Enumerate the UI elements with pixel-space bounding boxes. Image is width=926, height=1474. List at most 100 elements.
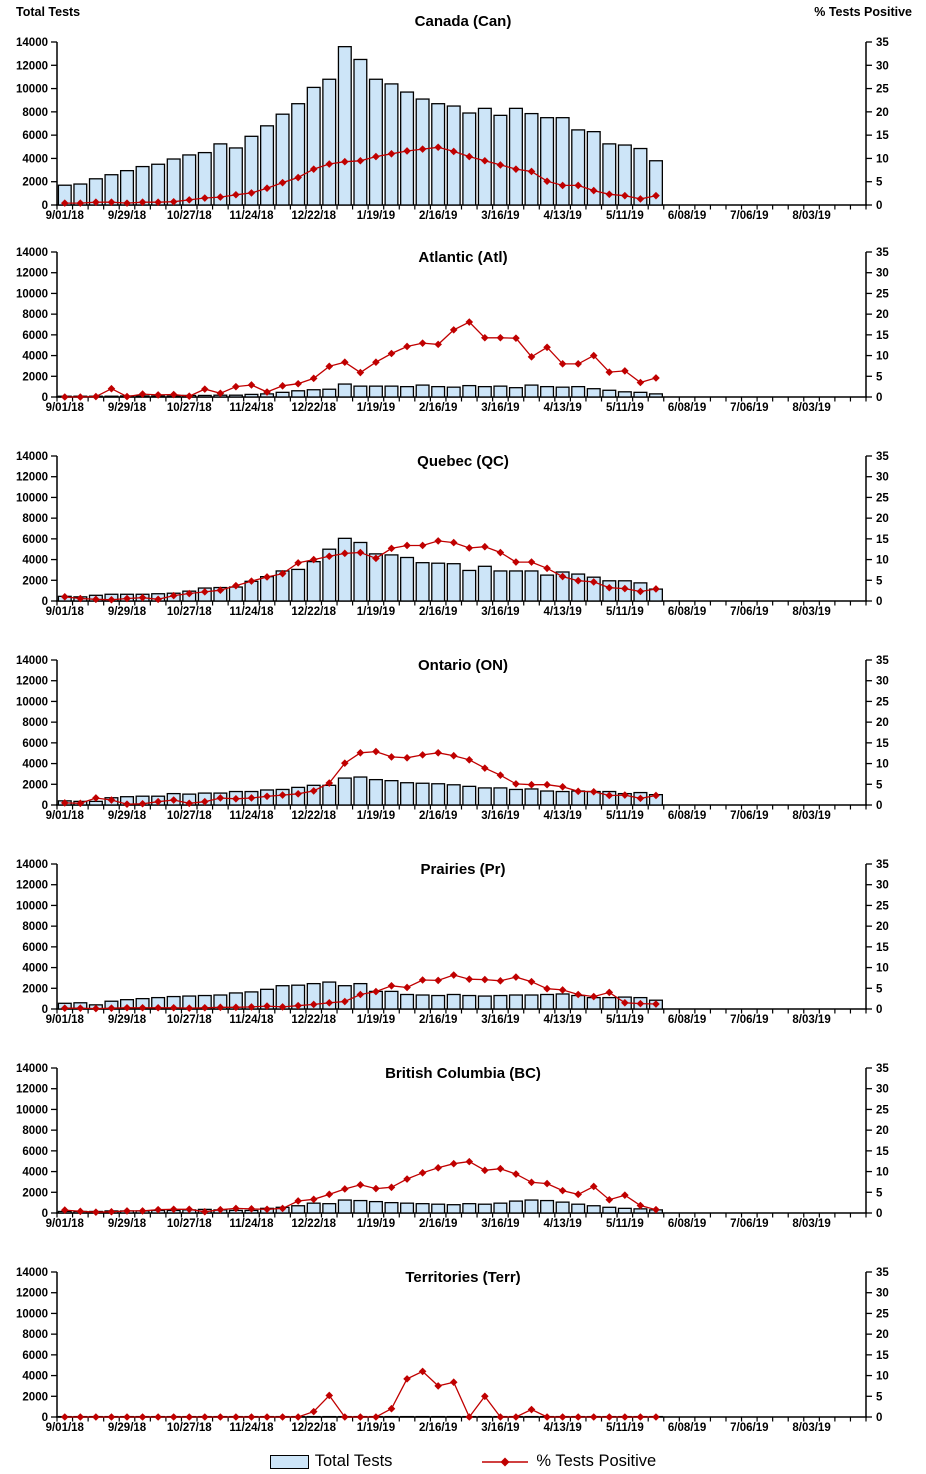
svg-text:25: 25 [876, 1104, 889, 1116]
svg-text:7/06/19: 7/06/19 [730, 1014, 768, 1026]
chart-canvas-territories: 0 2000 4000 6000 8000 10000 12000 14000 0 5 10 15 20… [16, 1267, 889, 1434]
svg-text:0: 0 [42, 596, 48, 608]
chart-title-ontario: Ontario (ON) [418, 657, 508, 674]
svg-text:0: 0 [42, 1004, 48, 1016]
svg-text:9/01/18: 9/01/18 [46, 606, 85, 618]
svg-text:10: 10 [876, 1371, 889, 1383]
svg-text:4000: 4000 [22, 555, 48, 567]
svg-text:0: 0 [876, 200, 882, 212]
svg-text:6/08/19: 6/08/19 [668, 210, 706, 222]
svg-text:4/13/19: 4/13/19 [543, 1014, 581, 1026]
svg-text:10: 10 [876, 963, 889, 975]
svg-text:30: 30 [876, 268, 889, 280]
svg-text:30: 30 [876, 1288, 889, 1300]
svg-text:6/08/19: 6/08/19 [668, 606, 706, 618]
chart-title-territories: Territories (Terr) [405, 1269, 521, 1286]
svg-text:11/24/18: 11/24/18 [229, 1218, 274, 1230]
svg-text:4/13/19: 4/13/19 [543, 1422, 581, 1434]
svg-text:6000: 6000 [22, 1146, 48, 1158]
svg-text:2000: 2000 [22, 779, 48, 791]
svg-text:2/16/19: 2/16/19 [419, 1218, 457, 1230]
svg-text:11/24/18: 11/24/18 [229, 1422, 274, 1434]
svg-text:4/13/19: 4/13/19 [543, 402, 581, 414]
svg-text:25: 25 [876, 84, 889, 96]
svg-text:12/22/18: 12/22/18 [291, 402, 336, 414]
svg-text:4000: 4000 [22, 1167, 48, 1179]
svg-text:2000: 2000 [22, 983, 48, 995]
svg-text:12/22/18: 12/22/18 [291, 1218, 336, 1230]
svg-text:25: 25 [876, 900, 889, 912]
svg-text:14000: 14000 [16, 1267, 48, 1279]
svg-text:1/19/19: 1/19/19 [357, 1014, 395, 1026]
svg-text:0: 0 [42, 392, 48, 404]
svg-text:10000: 10000 [16, 1308, 48, 1320]
svg-text:2000: 2000 [22, 1391, 48, 1403]
svg-text:3/16/19: 3/16/19 [481, 402, 519, 414]
svg-text:35: 35 [876, 451, 889, 463]
svg-text:14000: 14000 [16, 859, 48, 871]
svg-text:25: 25 [876, 492, 889, 504]
svg-text:1/19/19: 1/19/19 [357, 1218, 395, 1230]
chart-title-quebec: Quebec (QC) [417, 453, 509, 470]
svg-text:11/24/18: 11/24/18 [229, 402, 274, 414]
svg-text:2/16/19: 2/16/19 [419, 606, 457, 618]
svg-text:6/08/19: 6/08/19 [668, 1422, 706, 1434]
svg-text:30: 30 [876, 880, 889, 892]
svg-text:6/08/19: 6/08/19 [668, 810, 706, 822]
svg-text:8/03/19: 8/03/19 [792, 810, 830, 822]
svg-text:2/16/19: 2/16/19 [419, 1014, 457, 1026]
legend-bar-label: Total Tests [314, 1452, 393, 1470]
svg-text:6000: 6000 [22, 130, 48, 142]
svg-text:10/27/18: 10/27/18 [167, 210, 212, 222]
svg-text:10: 10 [876, 759, 889, 771]
svg-text:10: 10 [876, 1167, 889, 1179]
chart-canvas-canada: 0 2000 4000 6000 8000 10000 12000 14000 0 5 10 15 20… [16, 37, 889, 222]
svg-text:15: 15 [876, 738, 889, 750]
svg-text:9/29/18: 9/29/18 [108, 210, 147, 222]
svg-text:8/03/19: 8/03/19 [792, 1422, 830, 1434]
svg-text:9/01/18: 9/01/18 [46, 1422, 85, 1434]
legend-line-sample-icon [482, 1457, 529, 1466]
legend: Total Tests % Tests Positive [0, 1449, 926, 1474]
svg-text:20: 20 [876, 1329, 889, 1341]
svg-text:12/22/18: 12/22/18 [291, 210, 336, 222]
chart-atlantic: Atlantic (Atl) 0 2000 4000 6000 8000 10000 120… [0, 225, 926, 429]
svg-text:8000: 8000 [22, 1329, 48, 1341]
legend-line-label: % Tests Positive [536, 1452, 657, 1470]
svg-text:8000: 8000 [22, 107, 48, 119]
svg-text:6/08/19: 6/08/19 [668, 402, 706, 414]
svg-text:0: 0 [876, 1004, 882, 1016]
svg-text:10/27/18: 10/27/18 [167, 1014, 212, 1026]
svg-text:0: 0 [42, 1412, 48, 1424]
svg-text:9/29/18: 9/29/18 [108, 402, 147, 414]
svg-text:25: 25 [876, 288, 889, 300]
svg-text:2000: 2000 [22, 575, 48, 587]
legend-item-pct-positive: % Tests Positive [480, 1452, 656, 1471]
svg-text:0: 0 [876, 800, 882, 812]
svg-text:20: 20 [876, 921, 889, 933]
svg-text:30: 30 [876, 676, 889, 688]
svg-text:8000: 8000 [22, 717, 48, 729]
svg-text:12000: 12000 [16, 60, 48, 72]
legend-item-total-tests: Total Tests [269, 1452, 393, 1471]
svg-text:10000: 10000 [16, 696, 48, 708]
svg-text:12000: 12000 [16, 268, 48, 280]
svg-text:4/13/19: 4/13/19 [543, 210, 581, 222]
legend-bar-swatch [269, 1454, 309, 1469]
svg-text:10/27/18: 10/27/18 [167, 1422, 212, 1434]
svg-text:0: 0 [42, 800, 48, 812]
chart-quebec: Quebec (QC) 0 2000 4000 6000 8000 10000 12000 1… [0, 429, 926, 633]
svg-text:10/27/18: 10/27/18 [167, 402, 212, 414]
svg-text:35: 35 [876, 37, 889, 49]
svg-text:35: 35 [876, 1267, 889, 1279]
svg-text:3/16/19: 3/16/19 [481, 210, 519, 222]
svg-text:5/11/19: 5/11/19 [606, 1014, 644, 1026]
svg-text:11/24/18: 11/24/18 [229, 1014, 274, 1026]
svg-text:8/03/19: 8/03/19 [792, 1014, 830, 1026]
chart-territories: Territories (Terr) 0 2000 4000 6000 8000 1000… [0, 1245, 926, 1449]
svg-text:6000: 6000 [22, 330, 48, 342]
svg-text:25: 25 [876, 696, 889, 708]
chart-canvas-prairies: 0 2000 4000 6000 8000 10000 12000 14000 0 5 10 15 20… [16, 859, 889, 1026]
svg-text:9/01/18: 9/01/18 [46, 210, 85, 222]
svg-text:5: 5 [876, 1391, 883, 1403]
